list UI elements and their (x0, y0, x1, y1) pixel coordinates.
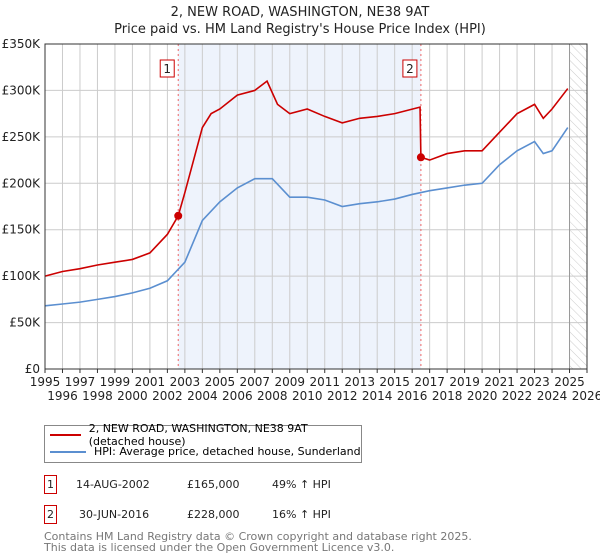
x-tick-label: 1997 (65, 375, 96, 389)
y-tick-label: £0 (25, 362, 40, 376)
sale-hpi: 49% ↑ HPI (272, 478, 331, 491)
x-tick-label: 1996 (47, 389, 78, 403)
x-tick-label: 2026 (572, 389, 600, 403)
series-line (44, 127, 569, 307)
x-tick-label: 2018 (432, 389, 463, 403)
x-tick-label: 2021 (484, 375, 515, 389)
sale-label: 2 (406, 62, 414, 76)
legend-label: HPI: Average price, detached house, Sund… (94, 445, 361, 458)
y-tick-label: £200K (2, 176, 42, 190)
sale-point (416, 153, 425, 162)
legend: 2, NEW ROAD, WASHINGTON, NE38 9AT (detac… (44, 422, 362, 463)
sale-label-box (402, 59, 418, 78)
y-tick-label: £100K (2, 269, 42, 283)
legend-item-property: 2, NEW ROAD, WASHINGTON, NE38 9AT (detac… (45, 422, 361, 448)
footer-note: Contains HM Land Registry data © Crown c… (44, 531, 472, 553)
x-tick-label: 1999 (100, 375, 131, 389)
x-tick-label: 2016 (397, 389, 428, 403)
forecast-hatch (569, 44, 587, 369)
subtitle-line: Price paid vs. HM Land Registry's House … (114, 22, 486, 37)
legend-swatch-red (50, 433, 81, 436)
x-tick-label: 2001 (135, 375, 166, 389)
y-tick-label: £300K (2, 83, 42, 97)
sale-hpi: 16% ↑ HPI (272, 508, 331, 521)
sale-date: 14-AUG-2002 (76, 478, 150, 491)
chart-title: 2, NEW ROAD, WASHINGTON, NE38 9AT Price p… (0, 4, 600, 38)
plot-area: 1995199619971998199920002001200220032004… (2, 37, 600, 403)
sale-price: £228,000 (187, 508, 240, 521)
x-tick-label: 2025 (554, 375, 585, 389)
sale-price: £165,000 (187, 478, 240, 491)
x-tick-label: 2005 (205, 375, 236, 389)
x-tick-label: 2015 (379, 375, 410, 389)
x-tick-label: 2009 (275, 375, 306, 389)
y-tick-label: £50K (9, 316, 41, 330)
sale-label: 1 (163, 62, 171, 76)
x-tick-label: 2010 (292, 389, 323, 403)
legend-label: 2, NEW ROAD, WASHINGTON, NE38 9AT (detac… (88, 421, 308, 448)
x-tick-label: 2023 (519, 375, 550, 389)
x-tick-label: 2013 (344, 375, 375, 389)
sale-label-box (159, 59, 175, 78)
x-tick-label: 2000 (117, 389, 148, 403)
x-tick-label: 2004 (187, 389, 218, 403)
sale-date: 30-JUN-2016 (79, 508, 150, 521)
legend-item-hpi: HPI: Average price, detached house, Sund… (45, 443, 361, 460)
x-tick-label: 2014 (362, 389, 393, 403)
x-tick-label: 2006 (222, 389, 253, 403)
footer-line: This data is licensed under the Open Gov… (44, 541, 395, 554)
y-tick-label: £250K (2, 130, 42, 144)
axes-frame (44, 43, 588, 370)
x-tick-label: 2008 (257, 389, 288, 403)
legend-swatch-blue (50, 450, 86, 453)
x-tick-label: 2022 (502, 389, 533, 403)
x-tick-label: 2012 (327, 389, 358, 403)
x-tick-label: 1995 (30, 375, 61, 389)
sale-badge: 2 (44, 505, 57, 524)
shaded-period (178, 44, 421, 369)
sale-row-2: 2 30-JUN-2016 £228,000 16% ↑ HPI (44, 505, 331, 524)
sale-row-1: 1 14-AUG-2002 £165,000 49% ↑ HPI (44, 475, 331, 494)
y-tick-label: £150K (2, 223, 42, 237)
x-tick-label: 2007 (240, 375, 271, 389)
x-tick-label: 2019 (449, 375, 480, 389)
sale-point (174, 211, 183, 220)
x-tick-label: 2020 (467, 389, 498, 403)
sale-badge: 1 (44, 475, 57, 494)
x-tick-label: 2011 (309, 375, 340, 389)
y-tick-label: £350K (2, 37, 42, 51)
x-tick-label: 2017 (414, 375, 445, 389)
footer-line: Contains HM Land Registry data © Crown c… (44, 530, 472, 543)
title-line: 2, NEW ROAD, WASHINGTON, NE38 9AT (170, 5, 430, 20)
x-tick-label: 2003 (170, 375, 201, 389)
x-tick-label: 2002 (152, 389, 183, 403)
x-tick-label: 2024 (537, 389, 568, 403)
x-tick-label: 1998 (82, 389, 113, 403)
series-line (44, 79, 569, 277)
